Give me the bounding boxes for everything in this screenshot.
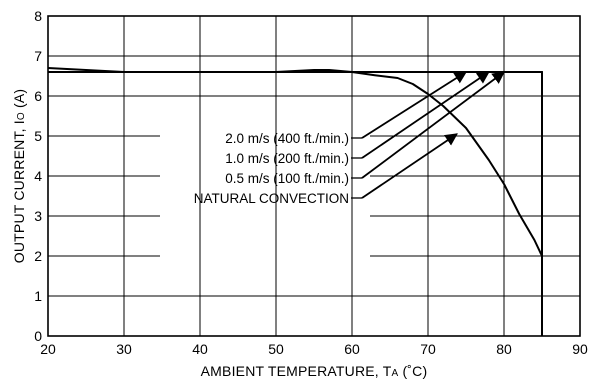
callout-arrow xyxy=(361,71,506,179)
x-tick-label: 40 xyxy=(192,341,208,357)
callout-arrow xyxy=(361,71,468,139)
grid xyxy=(48,16,580,336)
plot-frame xyxy=(47,15,581,337)
x-tick-label: 60 xyxy=(344,341,360,357)
x-tick-label: 70 xyxy=(420,341,436,357)
y-tick-label: 7 xyxy=(34,48,42,64)
callout-label: NATURAL CONVECTION xyxy=(194,191,349,206)
callout-arrow xyxy=(361,71,490,159)
callout-arrow xyxy=(361,133,458,199)
y-axis-title: OUTPUT CURRENT, IO (A) xyxy=(11,89,27,264)
callout-label: 1.0 m/s (200 ft./min.) xyxy=(225,151,349,166)
x-tick-labels: 20 30 40 50 60 70 80 90 xyxy=(40,341,588,357)
x-tick-label: 50 xyxy=(268,341,284,357)
y-tick-label: 3 xyxy=(34,208,42,224)
x-axis-title: AMBIENT TEMPERATURE, TA (˚C) xyxy=(201,363,428,379)
y-tick-label: 8 xyxy=(34,8,42,24)
y-tick-label: 1 xyxy=(34,288,42,304)
y-tick-labels: 0 1 2 3 4 5 6 7 8 xyxy=(34,8,42,344)
x-tick-label: 80 xyxy=(496,341,512,357)
callouts: 2.0 m/s (400 ft./min.) 1.0 m/s (200 ft./m… xyxy=(194,71,506,206)
x-tick-label: 20 xyxy=(40,341,56,357)
series-line-natural-convection xyxy=(47,67,543,257)
y-tick-label: 6 xyxy=(34,88,42,104)
curves xyxy=(47,67,543,336)
callout-label: 0.5 m/s (100 ft./min.) xyxy=(225,171,349,186)
y-tick-label: 2 xyxy=(34,248,42,264)
x-tick-label: 90 xyxy=(572,341,588,357)
x-tick-label: 30 xyxy=(116,341,132,357)
y-tick-label: 0 xyxy=(34,328,42,344)
y-tick-label: 4 xyxy=(34,168,42,184)
y-tick-label: 5 xyxy=(34,128,42,144)
callout-label: 2.0 m/s (400 ft./min.) xyxy=(225,131,349,146)
